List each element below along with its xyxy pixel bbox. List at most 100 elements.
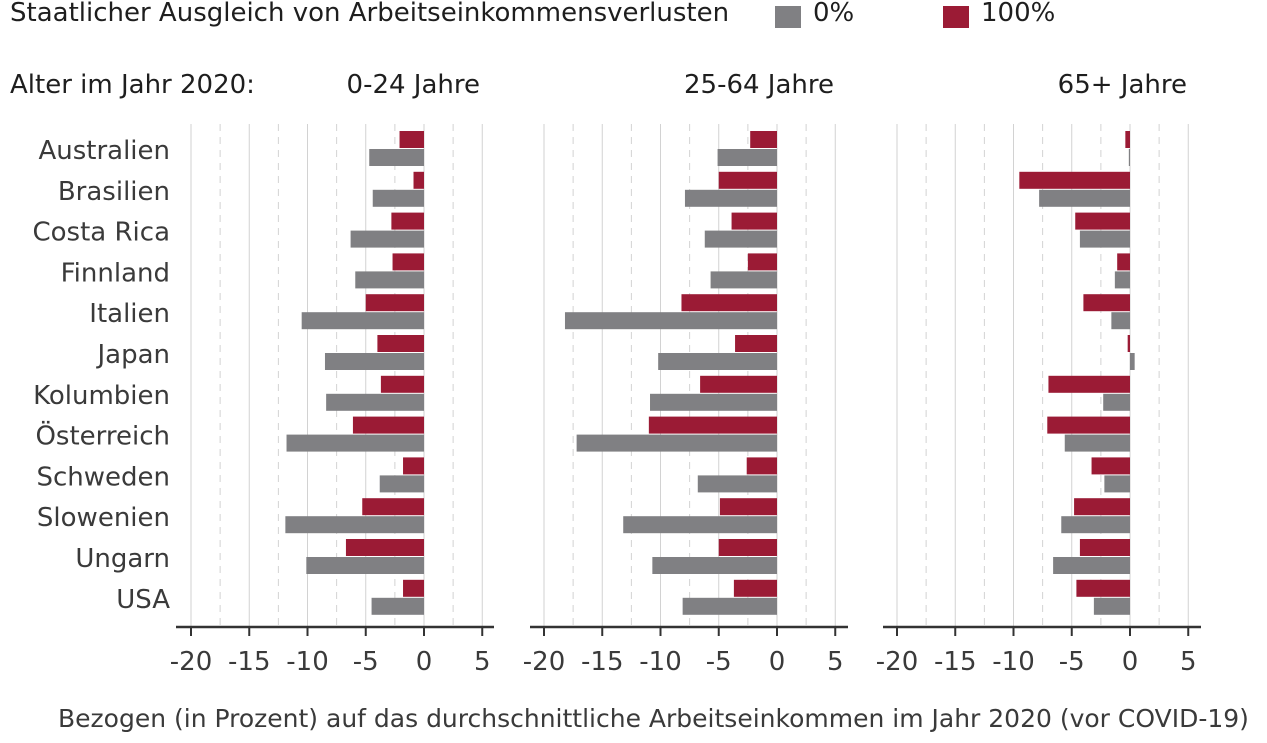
bar-65-Jahre-finnland-100pct [1117,253,1130,271]
legend-swatch-0-percent [775,6,801,28]
x-tick-label: -20 [523,647,565,677]
bar-65-Jahre-australien-100pct [1125,131,1130,148]
x-tick-label: 5 [474,647,491,677]
x-tick-label: -20 [876,647,918,677]
x-tick-label: -10 [992,647,1034,677]
x-tick-label: -20 [170,647,212,677]
bar-65-Jahre-usa-0pct [1093,597,1130,615]
x-tick-label: 5 [1180,647,1197,677]
bar-0-24-Jahre-österreich-0pct [286,434,424,452]
x-axis-caption: Bezogen (in Prozent) auf das durchschnit… [58,704,1249,733]
bar-65-Jahre-schweden-100pct [1091,457,1130,475]
bar-0-24-Jahre-japan-100pct [377,335,424,352]
x-tick-label: -15 [581,647,623,677]
bar-65-Jahre-kolumbien-100pct [1048,375,1130,393]
bar-0-24-Jahre-italien-100pct [365,294,424,312]
bar-0-24-Jahre-usa-0pct [371,597,424,615]
bar-65-Jahre-italien-100pct [1083,294,1130,312]
bar-25-64-Jahre-ungarn-0pct [652,557,777,574]
bar-25-64-Jahre-slowenien-100pct [719,498,777,516]
panel-title-65-plus: 65+ Jahre [1057,70,1187,100]
bar-0-24-Jahre-costa rica-100pct [391,212,424,230]
bar-25-64-Jahre-finnland-0pct [710,271,777,289]
bar-25-64-Jahre-australien-0pct [717,149,777,166]
bar-0-24-Jahre-ungarn-100pct [345,539,424,556]
bar-0-24-Jahre-slowenien-100pct [362,498,424,516]
category-label-costa rica: Costa Rica [32,218,170,248]
bar-65-Jahre-japan-0pct [1130,353,1135,370]
bar-0-24-Jahre-italien-0pct [301,312,424,330]
category-label-italien: Italien [89,299,170,329]
panel-title-0-24: 0-24 Jahre [346,70,480,100]
bar-25-64-Jahre-österreich-0pct [576,434,777,452]
bar-0-24-Jahre-finnland-100pct [392,253,424,271]
age-label: Alter im Jahr 2020: [10,70,255,100]
bar-25-64-Jahre-usa-0pct [682,597,777,615]
x-tick-label: 0 [769,647,786,677]
bar-0-24-Jahre-schweden-0pct [379,475,424,493]
bar-65-Jahre-costa rica-0pct [1079,230,1130,248]
bar-25-64-Jahre-australien-100pct [750,131,777,148]
x-tick-label: -5 [1059,647,1085,677]
bar-25-64-Jahre-italien-0pct [564,312,777,330]
category-label-australien: Australien [38,136,170,166]
bar-0-24-Jahre-schweden-100pct [403,457,424,475]
bar-25-64-Jahre-kolumbien-100pct [700,375,777,393]
bar-25-64-Jahre-japan-100pct [735,335,777,352]
bar-0-24-Jahre-australien-0pct [369,149,424,166]
bar-25-64-Jahre-slowenien-0pct [623,516,777,534]
bar-65-Jahre-slowenien-100pct [1074,498,1130,516]
bar-25-64-Jahre-österreich-100pct [648,416,777,434]
bar-65-Jahre-brasilien-0pct [1039,189,1130,207]
category-label-finnland: Finnland [61,258,170,288]
x-tick-label: 5 [827,647,844,677]
bar-25-64-Jahre-ungarn-100pct [718,539,777,556]
bar-0-24-Jahre-kolumbien-100pct [380,375,424,393]
bar-65-Jahre-österreich-0pct [1064,434,1130,452]
bar-25-64-Jahre-costa rica-0pct [704,230,777,248]
bar-0-24-Jahre-österreich-100pct [352,416,424,434]
x-tick-label: -10 [286,647,328,677]
category-label-kolumbien: Kolumbien [33,381,170,411]
bar-65-Jahre-ungarn-100pct [1079,539,1130,556]
bar-65-Jahre-italien-0pct [1111,312,1130,330]
bar-25-64-Jahre-japan-0pct [658,353,777,370]
bar-0-24-Jahre-costa rica-0pct [350,230,424,248]
bar-25-64-Jahre-brasilien-0pct [684,189,777,207]
bar-65-Jahre-österreich-100pct [1047,416,1130,434]
bar-65-Jahre-finnland-0pct [1114,271,1130,289]
x-tick-label: 0 [416,647,433,677]
bar-0-24-Jahre-slowenien-0pct [285,516,424,534]
legend-swatch-100-percent [943,6,969,28]
category-label-japan: Japan [95,340,170,370]
bar-25-64-Jahre-costa rica-100pct [731,212,777,230]
bar-65-Jahre-australien-0pct [1128,149,1130,166]
bar-0-24-Jahre-kolumbien-0pct [326,393,424,411]
bar-65-Jahre-schweden-0pct [1104,475,1130,493]
x-tick-label: -15 [228,647,270,677]
bar-0-24-Jahre-australien-100pct [399,131,424,148]
bar-25-64-Jahre-schweden-0pct [697,475,777,493]
legend-label-0-percent: 0% [813,0,855,28]
bar-65-Jahre-ungarn-0pct [1053,557,1130,574]
category-label-ungarn: Ungarn [75,544,170,574]
bar-25-64-Jahre-finnland-100pct [747,253,777,271]
bar-65-Jahre-brasilien-100pct [1019,171,1130,189]
panel-title-25-64: 25-64 Jahre [683,70,834,100]
bar-0-24-Jahre-ungarn-0pct [306,557,424,574]
x-tick-label: 0 [1122,647,1139,677]
bar-65-Jahre-japan-100pct [1127,335,1130,352]
bar-0-24-Jahre-japan-0pct [324,353,424,370]
bar-25-64-Jahre-schweden-100pct [746,457,777,475]
category-label-österreich: Österreich [35,420,170,452]
legend-title: Staatlicher Ausgleich von Arbeitseinkomm… [10,0,730,28]
bar-25-64-Jahre-italien-100pct [681,294,777,312]
bar-25-64-Jahre-brasilien-100pct [718,171,777,189]
bar-65-Jahre-slowenien-0pct [1061,516,1130,534]
bar-25-64-Jahre-usa-100pct [733,579,777,597]
bar-0-24-Jahre-brasilien-100pct [413,171,424,189]
x-tick-label: -15 [934,647,976,677]
x-tick-label: -5 [706,647,732,677]
x-tick-label: -10 [639,647,681,677]
